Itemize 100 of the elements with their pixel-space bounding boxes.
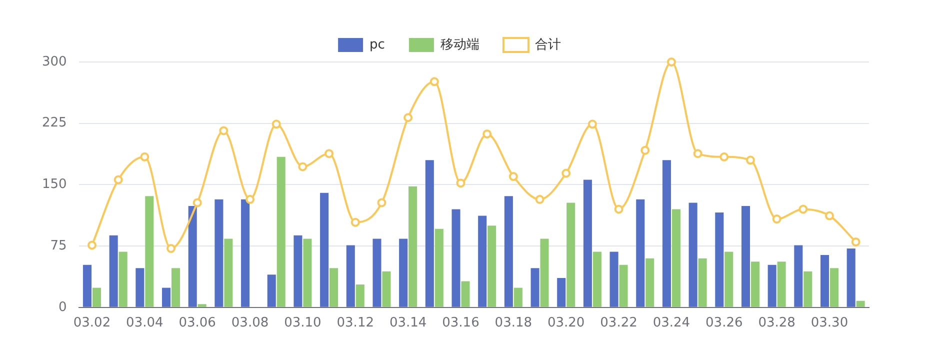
bar: [856, 300, 865, 307]
bar: [171, 268, 180, 307]
bar: [303, 238, 312, 307]
point: [456, 178, 466, 188]
bar: [794, 245, 803, 307]
point: [404, 113, 413, 122]
bar: [636, 199, 645, 307]
bar: [452, 209, 460, 307]
point: [666, 58, 676, 66]
bar: [592, 252, 602, 307]
x-tick-label: 03.18: [494, 316, 532, 331]
bar: [224, 238, 233, 307]
bar: [346, 245, 355, 307]
bar: [330, 268, 338, 307]
point: [350, 218, 360, 227]
bar: [662, 160, 671, 307]
bar: [768, 264, 776, 307]
y-tick-label: 0: [58, 300, 67, 315]
point: [430, 77, 439, 86]
y-tick-label: 150: [42, 177, 67, 192]
x-tick-label: 03.14: [389, 316, 427, 331]
bar: [461, 281, 470, 307]
point: [746, 156, 755, 165]
x-tick-label: 03.16: [442, 316, 480, 331]
x-tick-label: 03.02: [73, 316, 111, 331]
bar: [320, 192, 329, 307]
bar: [741, 206, 750, 307]
bar: [583, 180, 592, 307]
x-tick-label: 03.12: [336, 316, 374, 331]
bar: [425, 160, 434, 307]
bar: [188, 206, 197, 307]
bar: [408, 186, 418, 307]
bar: [619, 264, 628, 307]
bar: [294, 235, 302, 307]
bar: [820, 255, 830, 307]
point: [851, 237, 860, 246]
bar: [214, 199, 224, 307]
bar: [557, 278, 566, 307]
y-tick-label: 225: [42, 116, 67, 131]
bar: [504, 196, 513, 307]
point: [219, 126, 228, 136]
point: [562, 168, 571, 178]
point: [140, 152, 150, 162]
bar: [372, 238, 382, 307]
legend-label: 合计: [534, 37, 561, 52]
point: [272, 120, 281, 129]
x-tick-label: 03.30: [810, 316, 848, 331]
bar: [241, 199, 250, 307]
x-tick-label: 03.06: [178, 316, 216, 331]
bar: [109, 235, 118, 307]
bar: [777, 262, 786, 307]
legend-label: pc: [370, 37, 385, 52]
point: [482, 129, 492, 138]
bar: [750, 262, 760, 307]
bar: [356, 284, 364, 307]
point: [377, 198, 386, 208]
bar: [566, 202, 576, 307]
bar: [804, 271, 812, 307]
point: [324, 149, 334, 158]
bar: [267, 274, 276, 307]
point: [246, 194, 255, 204]
bar: [530, 268, 540, 307]
point: [114, 175, 123, 184]
bar: [198, 304, 206, 307]
bar: [514, 288, 522, 307]
point: [614, 204, 624, 214]
bar: [646, 258, 654, 307]
x-tick-label: 03.28: [758, 316, 796, 331]
bar: [82, 264, 92, 307]
bar: [830, 268, 838, 307]
bar: [715, 212, 724, 307]
bar: [92, 288, 101, 307]
bar: [688, 202, 698, 307]
bar: [399, 238, 408, 307]
point: [535, 194, 544, 204]
bar: [488, 226, 496, 307]
point: [824, 211, 834, 220]
point: [87, 240, 96, 250]
bar: [145, 196, 154, 307]
bar: [672, 209, 680, 307]
bar: [162, 288, 171, 307]
point: [798, 204, 808, 214]
bar: [540, 238, 549, 307]
x-tick-label: 03.26: [706, 316, 743, 331]
bar: [724, 252, 734, 307]
point: [640, 146, 650, 155]
x-tick-label: 03.24: [652, 316, 690, 331]
point: [693, 149, 702, 158]
point: [298, 162, 308, 172]
bar: [276, 156, 286, 307]
y-tick-label: 75: [50, 238, 67, 254]
bar: [136, 268, 144, 307]
x-tick-label: 03.08: [231, 316, 269, 331]
point: [166, 244, 176, 254]
bar: [846, 248, 856, 307]
x-tick-label: 03.22: [600, 316, 638, 331]
bar: [610, 252, 618, 307]
y-tick-label: 300: [42, 54, 67, 70]
bar: [698, 258, 707, 307]
point: [508, 172, 518, 182]
